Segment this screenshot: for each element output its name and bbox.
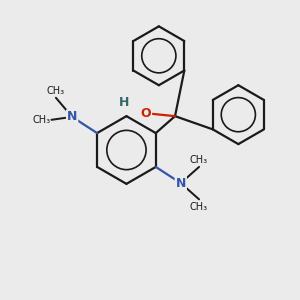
Text: CH₃: CH₃: [47, 86, 65, 96]
Text: CH₃: CH₃: [190, 154, 208, 165]
Text: H: H: [119, 96, 130, 110]
Text: CH₃: CH₃: [190, 202, 208, 212]
Text: CH₃: CH₃: [32, 115, 50, 125]
Text: N: N: [176, 177, 186, 190]
Text: O: O: [140, 107, 151, 120]
Text: N: N: [67, 110, 77, 123]
